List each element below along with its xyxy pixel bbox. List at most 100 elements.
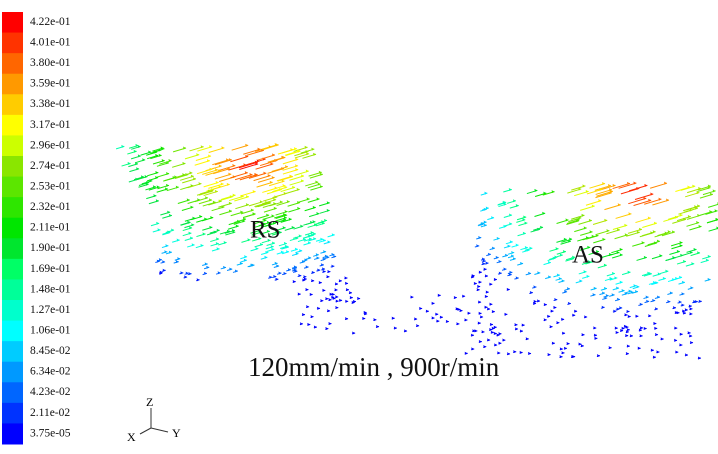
vector-head [511,250,515,254]
vector-head [269,180,273,184]
legend-swatch [2,176,23,198]
vector-head [391,316,395,320]
vector [620,187,640,195]
vector-head [571,355,575,359]
vector-head [476,244,480,248]
vector-head [431,316,435,320]
vector-head [567,239,571,243]
vector-head [245,154,249,158]
vector-head [585,189,589,193]
vector-head [265,250,269,254]
vector-head [555,247,559,251]
vector-head [653,321,657,325]
legend-label: 2.11e-02 [30,407,70,419]
vector-head [345,317,349,321]
vector-head [245,203,249,207]
vector-head [203,271,207,275]
vector-head [672,277,676,281]
vector-head [605,294,609,298]
vector [633,199,652,207]
vector-head [252,212,256,216]
vector-head [319,172,323,176]
vector [257,176,275,183]
vector-head [652,298,656,302]
y-label: Y [172,426,181,440]
legend-swatch [2,402,23,424]
vector-head [373,318,377,322]
vector-head [298,234,302,238]
vector [618,182,637,189]
legend-swatch [2,53,23,75]
vector-head [628,289,632,293]
vector [214,159,232,166]
vector-head [235,224,239,228]
vector-head [484,305,488,309]
vector-head [404,329,408,333]
vector-head [200,243,204,247]
vector-head [344,276,348,280]
vector-head [155,153,159,157]
vector-head [613,309,617,313]
vector-head [320,263,324,267]
vector-head [329,292,333,296]
vector-head [171,228,175,232]
vector-head [328,321,332,325]
vector-head [692,184,696,188]
vector-head [393,326,397,330]
vector-head [542,211,546,215]
vector-head [320,237,324,241]
vector-head [548,275,552,279]
vector-head [214,168,218,172]
vector-head [244,171,248,175]
vector-head [583,270,587,274]
vector-head [478,280,482,284]
vector-head [175,185,179,189]
vector-head [506,287,510,291]
vector-head [556,273,560,277]
vector-head [240,194,244,198]
vector-head [333,254,337,258]
vector-head [619,306,623,310]
vector-head [310,230,314,234]
vector-head [326,275,330,279]
vector-head [209,225,213,229]
vector-head [310,315,314,319]
vector [214,173,232,180]
vector-head [270,162,274,166]
vector-head [332,296,336,300]
vector-head [191,223,195,227]
vector-head [478,311,482,315]
vector-head [694,299,698,303]
vector-head [136,167,140,171]
vector-head [697,204,701,208]
vector-head [273,206,277,210]
vector-head [352,331,356,335]
vector-head [471,347,475,351]
legend-swatch [2,197,23,219]
vector-head [491,309,495,313]
vector [282,165,299,171]
vector-head [226,182,230,186]
vector-head [189,226,193,230]
legend-label: 2.96e-01 [30,139,71,151]
vector-head [281,166,285,170]
vector-head [315,180,319,184]
vector-head [295,167,299,171]
vector [228,164,247,171]
vector-head [250,208,254,212]
legend-label: 4.22e-01 [30,16,71,28]
vector-head [228,209,232,213]
vector [234,174,253,181]
vector [649,182,668,189]
vector-head [175,260,179,264]
vector-head [581,213,585,217]
vector-head [528,271,532,275]
vector [652,199,670,206]
vector-head [284,244,288,248]
vector-head [714,209,718,213]
vector-head [659,254,663,258]
vector-head [231,228,235,232]
vector-head [654,326,658,330]
vector-head [624,223,628,227]
vector-head [140,175,144,179]
